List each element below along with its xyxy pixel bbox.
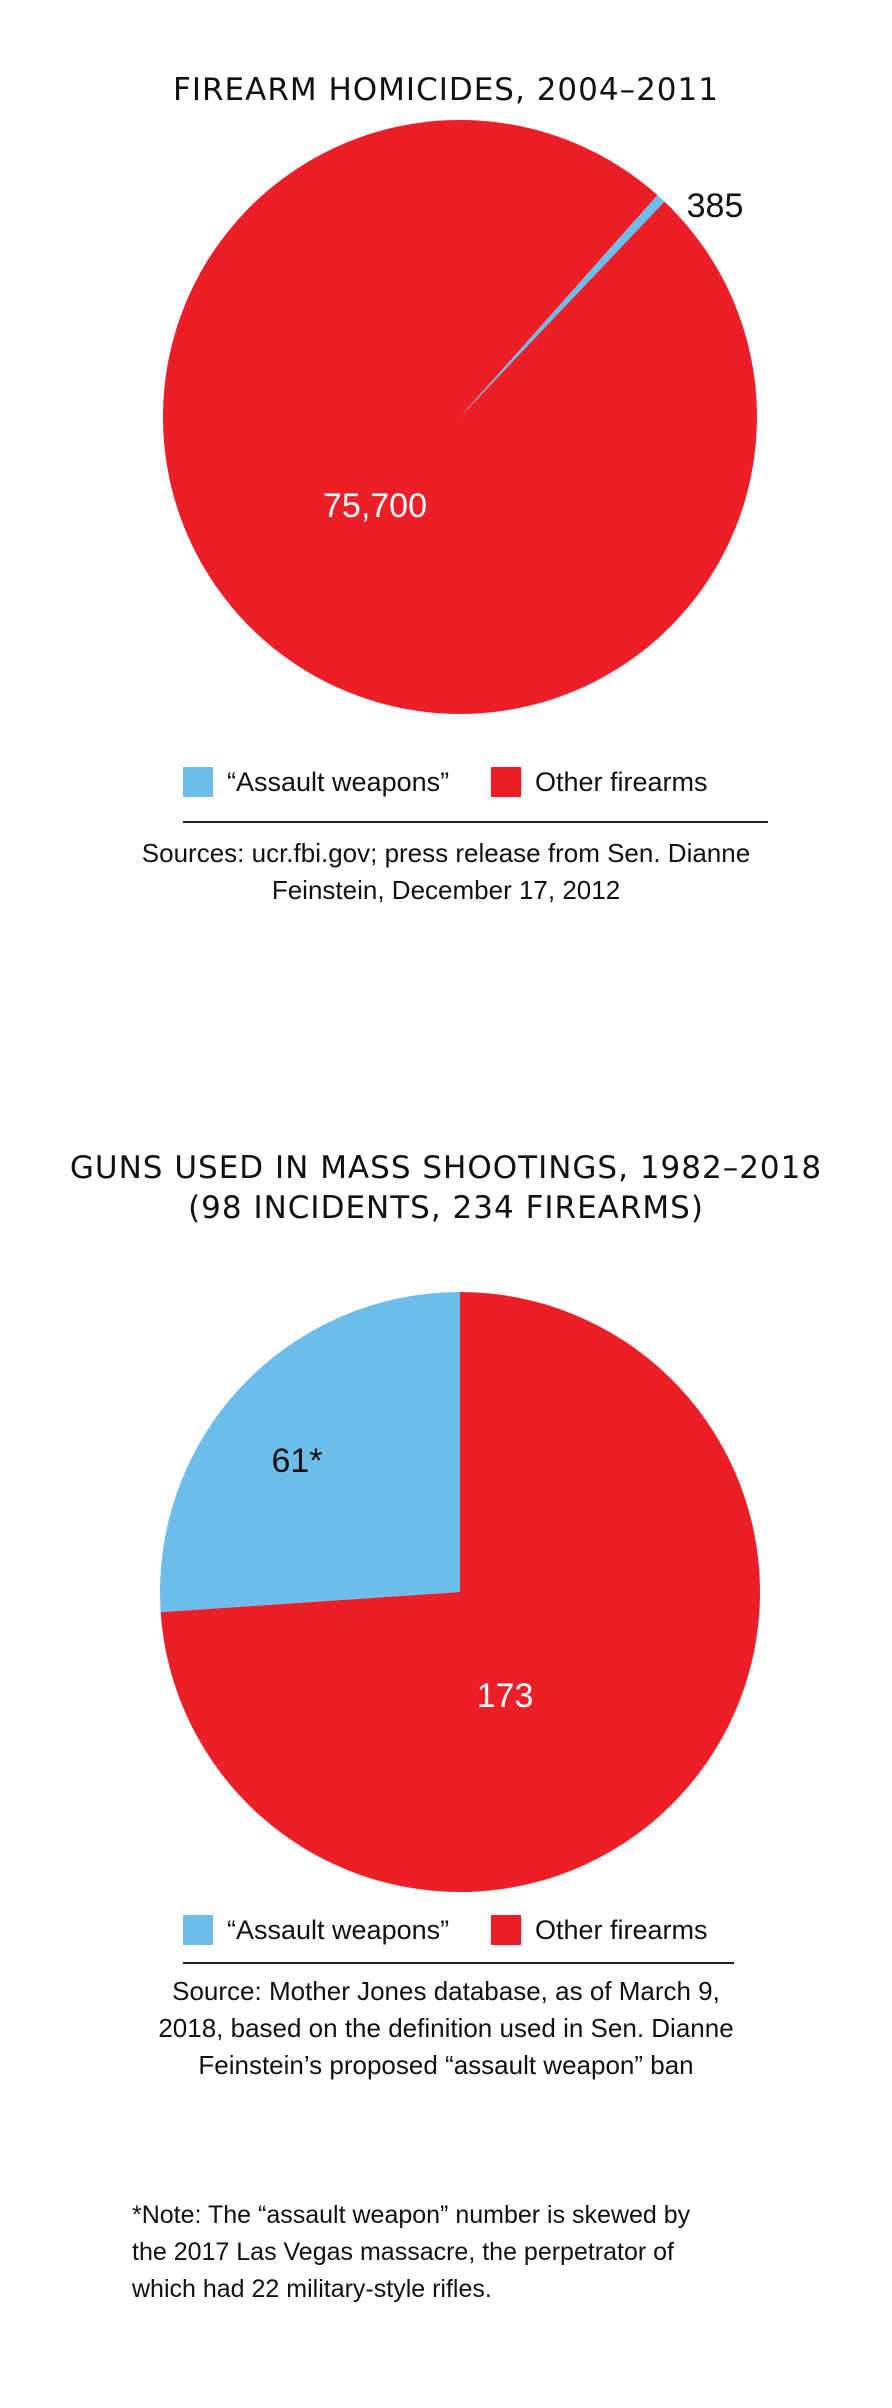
chart1-legend-item-other: Other firearms (491, 762, 708, 802)
chart2-slice-assault-weapons (160, 1292, 460, 1613)
chart1-legend: “Assault weapons” Other firearms (0, 762, 892, 802)
chart2-legend-label-other: Other firearms (535, 1914, 708, 1945)
chart2-swatch-other (491, 1915, 521, 1945)
footnote-line1: *Note: The “assault weapon” number is sk… (132, 2201, 691, 2229)
chart2-title: GUNS USED IN MASS SHOOTINGS, 1982–2018 (… (0, 1148, 892, 1228)
chart1-swatch-assault (183, 767, 213, 797)
chart1-title: FIREARM HOMICIDES, 2004–2011 (173, 72, 719, 108)
chart1-swatch-other (491, 767, 521, 797)
chart2-title-line2: (98 INCIDENTS, 234 FIREARMS) (188, 1190, 704, 1226)
chart1-slice-other-firearms (162, 119, 757, 714)
chart2-legend: “Assault weapons” Other firearms (0, 1910, 892, 1950)
chart1-label-assault-weapons: 385 (687, 187, 744, 225)
chart2-pie: 61* 173 (160, 1292, 761, 1892)
chart1-label-other-firearms: 75,700 (323, 487, 427, 525)
footnote-line2: the 2017 Las Vegas massacre, the perpetr… (132, 2238, 675, 2266)
chart2-source-line2: 2018, based on the definition used in Se… (158, 2013, 734, 2043)
chart1-source: Sources: ucr.fbi.gov; press release from… (100, 835, 792, 909)
footnote-line3: which had 22 military-style rifles. (132, 2275, 492, 2303)
chart2-swatch-assault (183, 1915, 213, 1945)
chart1-pie: 75,700 385 (162, 119, 757, 714)
chart1-legend-label-other: Other firearms (535, 766, 708, 797)
chart2-legend-item-assault: “Assault weapons” (183, 1910, 449, 1950)
chart1-source-line2: Feinstein, December 17, 2012 (271, 875, 621, 905)
chart1-divider (183, 821, 768, 823)
chart2-source-line3: Feinstein’s proposed “assault weapon” ba… (198, 2050, 694, 2080)
chart2-legend-label-assault: “Assault weapons” (227, 1914, 450, 1945)
chart1-legend-label-assault: “Assault weapons” (227, 766, 450, 797)
chart2-label-assault-weapons: 61* (271, 1442, 322, 1480)
footnote: *Note: The “assault weapon” number is sk… (132, 2197, 772, 2308)
chart1-source-line1: Sources: ucr.fbi.gov; press release from… (141, 838, 751, 868)
chart2-source-line1: Source: Mother Jones database, as of Mar… (172, 1976, 720, 2006)
chart1-legend-item-assault: “Assault weapons” (183, 762, 449, 802)
chart2-divider (183, 1962, 734, 1964)
chart2-legend-item-other: Other firearms (491, 1910, 708, 1950)
chart2-title-line1: GUNS USED IN MASS SHOOTINGS, 1982–2018 (69, 1150, 823, 1186)
chart1-slice-assault-weapons (460, 195, 665, 417)
chart2-label-other-firearms: 173 (477, 1677, 534, 1715)
chart2-source: Source: Mother Jones database, as of Mar… (100, 1973, 792, 2084)
chart2-slice-other-firearms (160, 1292, 761, 1892)
